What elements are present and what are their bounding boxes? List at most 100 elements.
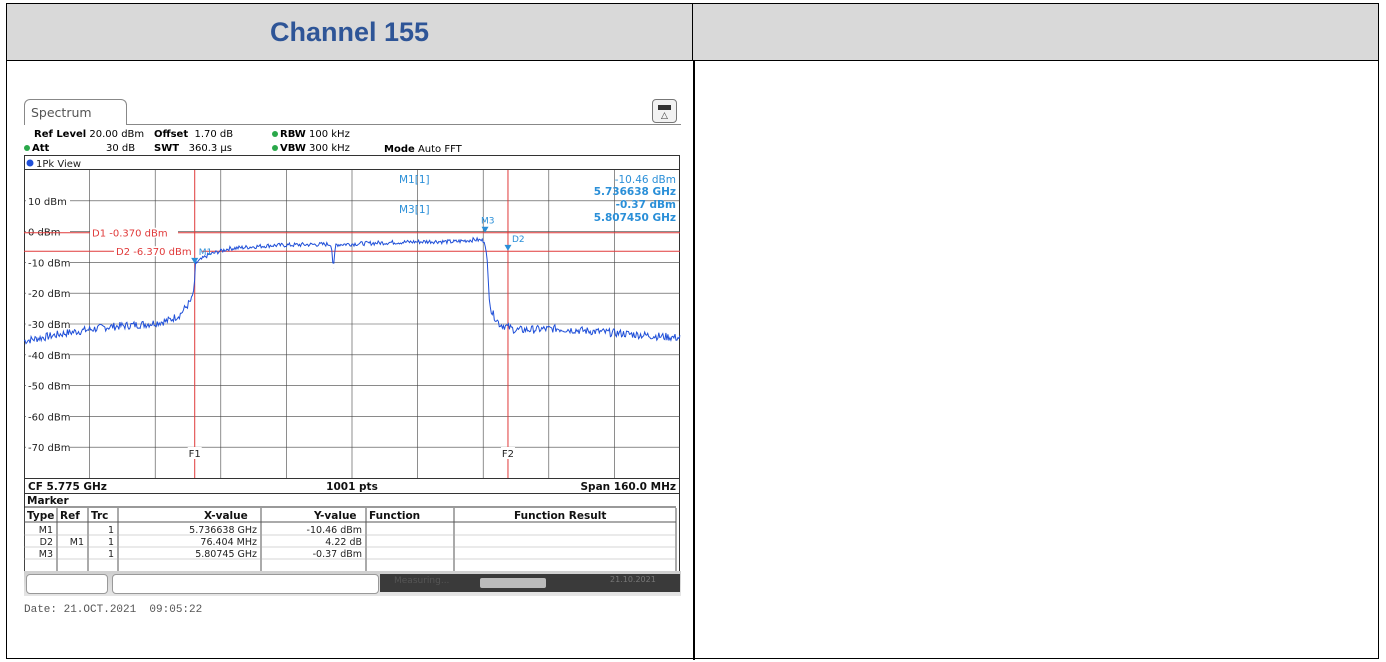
marker-table-cell: 1 (108, 549, 114, 560)
m1-freq: 5.736638 GHz (594, 186, 676, 198)
rbw-label: RBW (280, 129, 306, 140)
vbw-info: VBW 300 kHz (272, 143, 350, 154)
trace-view-label: 1Pk View (36, 159, 81, 170)
table-header-row: Channel 155 (7, 4, 1378, 61)
report-table: Channel 155 (6, 3, 1379, 660)
frequency-line-label-bg (187, 447, 202, 459)
tab-baseline (127, 124, 681, 125)
sweep-progress-bar (480, 578, 546, 588)
swt-info: SWT 360.3 µs (154, 143, 232, 154)
y-tick-bg (26, 194, 70, 207)
m1-name: M1[1] (399, 174, 430, 186)
spectrum-trace (24, 236, 681, 345)
marker-table-cell: 4.22 dB (325, 537, 362, 548)
marker-label-m3: M3 (481, 217, 495, 227)
marker-table-cell: 5.736638 GHz (189, 525, 257, 536)
y-tick-label: -50 dBm (28, 382, 70, 393)
marker-table-cell: 1 (108, 537, 114, 548)
swt-label: SWT (154, 143, 180, 154)
offset-info: Offset 1.70 dB (154, 129, 233, 140)
marker-table-header: Ref (60, 510, 80, 522)
y-tick-label: -40 dBm (28, 351, 70, 362)
tab-spectrum[interactable]: Spectrum (24, 99, 127, 125)
att-value: 30 dB (106, 143, 136, 154)
rbw-info: RBW 100 kHz (272, 129, 350, 140)
spectrum-screenshot: Spectrum △ Ref Level 20.00 dBm Offset 1.… (24, 98, 681, 596)
status-date: 21.10.2021 (610, 575, 656, 584)
measuring-text: Measuring... (394, 576, 450, 586)
marker-table-cell: -10.46 dBm (307, 525, 362, 536)
y-tick-label: -30 dBm (28, 320, 70, 331)
marker-table-cell: M3 (39, 549, 53, 560)
y-tick-label: -20 dBm (28, 289, 70, 300)
y-tick-bg (26, 225, 70, 238)
grid (24, 170, 680, 478)
marker-table-cell: 1 (108, 525, 114, 536)
marker-table-header: X-value (204, 510, 248, 522)
rbw-coupled-icon (272, 131, 278, 137)
status-field-1[interactable] (26, 574, 108, 594)
m3-level: -0.37 dBm (616, 199, 676, 211)
trace-indicator-icon (26, 159, 34, 167)
marker-table-header: Function Result (514, 510, 606, 522)
marker-table: Marker Type Ref Trc X-value Y-value Function F… (24, 493, 680, 573)
marker-table-header: Type (27, 510, 54, 522)
display-line-label-bg (114, 246, 202, 257)
status-field-2[interactable] (112, 574, 379, 594)
marker-table-cell: -0.37 dBm (313, 549, 362, 560)
y-tick-bg (26, 410, 70, 423)
marker-table-cell: D2 (40, 537, 53, 548)
m3-freq: 5.807450 GHz (594, 212, 676, 224)
display-line-label-bg (90, 227, 178, 238)
marker-table-title: Marker (27, 495, 70, 507)
marker-readout: M1[1] -10.46 dBm 5.736638 GHz M3[1] -0.3… (399, 174, 676, 224)
window-toggle-icon[interactable]: △ (652, 99, 677, 123)
rbw-value: 100 kHz (309, 129, 350, 140)
marker-label-d2: D2 (512, 235, 525, 245)
column-divider (693, 60, 695, 660)
tab-spectrum-label: Spectrum (31, 105, 92, 120)
att-label: Att (32, 143, 50, 154)
y-tick-label: -70 dBm (28, 443, 70, 454)
m1-level: -10.46 dBm (615, 174, 676, 186)
marker-table-header: Y-value (313, 510, 357, 522)
status-bar: Measuring... 21.10.2021 (24, 571, 681, 596)
marker-m3 (481, 226, 489, 233)
att-info: Att (24, 143, 49, 154)
vbw-coupled-icon (272, 145, 278, 151)
display-line-label-d1: D1 -0.370 dBm (92, 229, 168, 240)
marker-table-body: Type Ref Trc X-value Y-value Function Function… (24, 506, 677, 572)
mode-value: Auto FFT (417, 144, 462, 155)
marker-table-cell: 76.404 MHz (200, 537, 257, 548)
date-stamp: Date: 21.OCT.2021 09:05:22 (24, 604, 203, 616)
center-frequency: CF 5.775 GHz (28, 481, 107, 493)
markers: M1 D2 M3 (191, 217, 525, 264)
sweep-points: 1001 pts (326, 481, 378, 493)
marker-table-cell: M1 (70, 537, 84, 548)
ref-level-label: Ref Level (34, 129, 87, 140)
y-tick-bg (26, 318, 70, 330)
marker-table-cell: M1 (39, 525, 53, 536)
y-tick-bg (26, 348, 70, 361)
y-tick-bg (26, 287, 70, 300)
y-tick-bg (26, 379, 70, 392)
swt-value: 360.3 µs (188, 143, 232, 154)
y-tick-label: -10 dBm (28, 258, 70, 269)
mode-label: Mode (384, 144, 415, 155)
frequency-line-label-f2: F2 (502, 449, 514, 460)
frequency-line-label-bg (500, 447, 515, 459)
display-lines: D1 -0.370 dBm D2 -6.370 dBm (24, 227, 680, 258)
frequency-line-label-f1: F1 (189, 449, 201, 460)
y-tick-label: 10 dBm (28, 197, 67, 208)
marker-m1 (191, 257, 199, 264)
marker-label-m1: M1 (199, 248, 213, 258)
marker-table-cell: 5.80745 GHz (195, 549, 257, 560)
marker-table-header: Function (369, 510, 420, 522)
ref-level-value: 20.00 dBm (89, 129, 145, 140)
channel-title: Channel 155 (269, 16, 430, 47)
vbw-label: VBW (280, 143, 306, 154)
y-tick-label: -60 dBm (28, 412, 70, 423)
offset-value: 1.70 dB (194, 129, 234, 140)
